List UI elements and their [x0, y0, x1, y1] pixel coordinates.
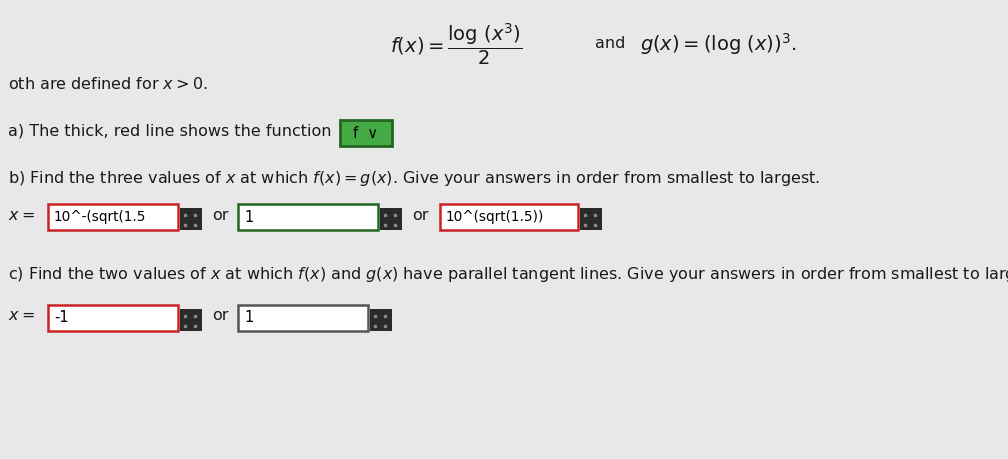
FancyBboxPatch shape — [580, 208, 602, 230]
Text: b) Find the three values of $x$ at which $f(x) = g(x)$. Give your answers in ord: b) Find the three values of $x$ at which… — [8, 169, 821, 189]
FancyBboxPatch shape — [380, 208, 402, 230]
Text: or: or — [212, 308, 229, 324]
Text: f  ∨: f ∨ — [354, 125, 379, 140]
FancyBboxPatch shape — [180, 208, 202, 230]
FancyBboxPatch shape — [48, 305, 178, 331]
FancyBboxPatch shape — [48, 204, 178, 230]
Text: $g(x) = (\log\,(x))^3.$: $g(x) = (\log\,(x))^3.$ — [640, 31, 796, 57]
Text: and: and — [595, 37, 625, 51]
Text: oth are defined for $x > 0$.: oth are defined for $x > 0$. — [8, 76, 208, 92]
Text: 1: 1 — [244, 209, 253, 224]
Text: a) The thick, red line shows the function: a) The thick, red line shows the functio… — [8, 123, 332, 139]
Text: or: or — [212, 208, 229, 224]
Text: 1: 1 — [244, 310, 253, 325]
Text: 10^-(sqrt(1.5: 10^-(sqrt(1.5 — [54, 210, 146, 224]
Text: or: or — [412, 208, 428, 224]
FancyBboxPatch shape — [340, 120, 392, 146]
FancyBboxPatch shape — [238, 305, 368, 331]
FancyBboxPatch shape — [180, 309, 202, 331]
Text: $x =$: $x =$ — [8, 208, 34, 224]
Text: -1: -1 — [54, 310, 69, 325]
Text: c) Find the two values of $x$ at which $f(x)$ and $g(x)$ have parallel tangent l: c) Find the two values of $x$ at which $… — [8, 264, 1008, 284]
Text: $f(x) = \dfrac{\log\,(x^3)}{2}$: $f(x) = \dfrac{\log\,(x^3)}{2}$ — [390, 21, 522, 67]
Text: 10^(sqrt(1.5)): 10^(sqrt(1.5)) — [446, 210, 544, 224]
FancyBboxPatch shape — [238, 204, 378, 230]
Text: $x =$: $x =$ — [8, 308, 34, 324]
FancyBboxPatch shape — [370, 309, 392, 331]
FancyBboxPatch shape — [440, 204, 578, 230]
